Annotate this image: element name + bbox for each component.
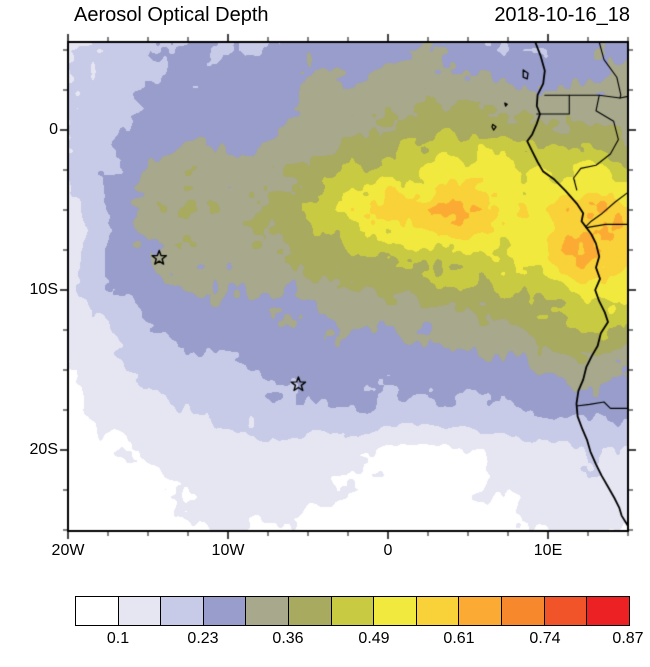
plot-date: 2018-10-16_18 <box>494 4 630 26</box>
colorbar-cell <box>160 597 203 625</box>
colorbar-cell <box>330 597 374 625</box>
colorbar-cell <box>202 597 246 625</box>
colorbar-cell <box>458 597 502 625</box>
colorbar-label-5: 0.74 <box>529 630 561 647</box>
colorbar <box>75 596 630 626</box>
colorbar-label-1: 0.23 <box>187 630 219 647</box>
x-tick-0: 0 <box>383 542 393 559</box>
x-tick-10w: 10W <box>211 542 245 559</box>
colorbar-cell <box>415 597 459 625</box>
colorbar-cell <box>245 597 289 625</box>
colorbar-cell <box>373 597 416 625</box>
colorbar-label-0: 0.1 <box>106 630 130 647</box>
colorbar-cell <box>117 597 161 625</box>
colorbar-cell <box>501 597 544 625</box>
colorbar-cell <box>586 597 629 625</box>
y-tick-10s: 10S <box>29 281 58 298</box>
x-tick-20w: 20W <box>51 542 85 559</box>
colorbar-label-4: 0.61 <box>443 630 475 647</box>
colorbar-cell <box>76 597 118 625</box>
colorbar-label-2: 0.36 <box>272 630 304 647</box>
colorbar-cell <box>288 597 331 625</box>
plot-title: Aerosol Optical Depth <box>74 4 269 26</box>
colorbar-label-6: 0.87 <box>612 630 644 647</box>
colorbar-label-3: 0.49 <box>358 630 390 647</box>
y-tick-20s: 20S <box>29 441 58 458</box>
y-tick-0: 0 <box>49 121 58 138</box>
x-tick-10e: 10E <box>533 542 563 559</box>
colorbar-cell <box>543 597 587 625</box>
